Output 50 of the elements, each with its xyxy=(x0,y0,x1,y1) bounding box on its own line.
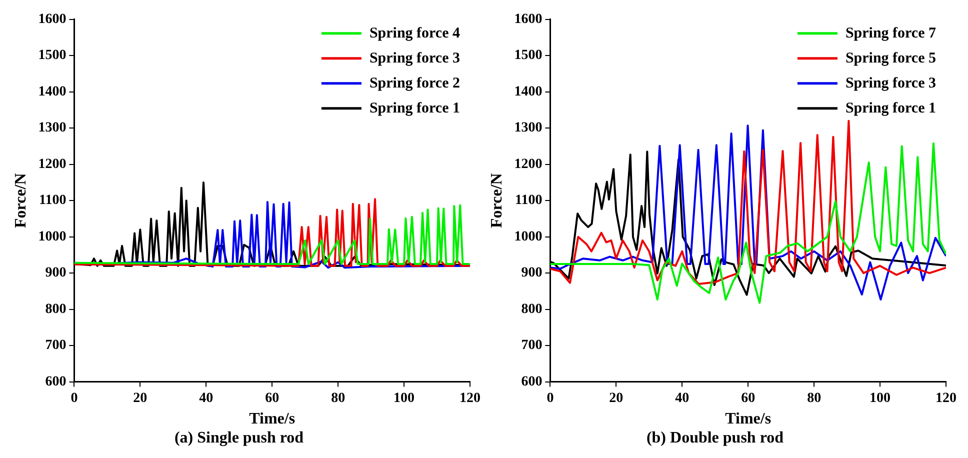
x-tick-label: 40 xyxy=(199,390,214,406)
y-tick-label: 800 xyxy=(45,302,66,317)
legend-label: Spring force 3 xyxy=(845,75,936,92)
x-tick-label: 120 xyxy=(936,390,956,406)
x-tick-label: 80 xyxy=(807,390,822,406)
x-tick-label: 80 xyxy=(331,390,346,406)
y-tick-label: 1400 xyxy=(514,84,542,100)
x-tick-label: 0 xyxy=(546,390,554,406)
y-tick-label: 1100 xyxy=(38,193,66,208)
y-axis-title: Force/N xyxy=(12,172,30,228)
y-tick-label: 800 xyxy=(521,302,542,317)
y-tick-label: 900 xyxy=(521,266,542,281)
legend-label: Spring force 3 xyxy=(369,50,460,66)
y-tick-label: 1300 xyxy=(38,120,66,136)
x-tick-label: 100 xyxy=(870,390,891,406)
legend-label: Spring force 2 xyxy=(369,75,460,92)
y-tick-label: 900 xyxy=(45,266,66,281)
legend-label: Spring force 5 xyxy=(845,50,936,66)
x-tick-label: 60 xyxy=(265,390,280,406)
x-tick-label: 0 xyxy=(70,390,78,406)
legend-label: Spring force 1 xyxy=(369,100,460,116)
x-tick-label: 40 xyxy=(675,390,690,406)
y-tick-label: 1400 xyxy=(38,84,66,100)
y-tick-label: 1300 xyxy=(514,120,542,136)
x-tick-label: 120 xyxy=(460,390,480,406)
y-tick-label: 1200 xyxy=(38,156,66,172)
x-axis-title: Time/s xyxy=(725,410,772,428)
text: (b) Double push rod xyxy=(646,430,784,447)
y-tick-label: 700 xyxy=(521,338,542,354)
y-tick-label: 700 xyxy=(45,338,66,354)
x-tick-label: 60 xyxy=(741,390,756,406)
y-tick-label: 1100 xyxy=(514,193,542,208)
y-tick-label: 1000 xyxy=(514,229,542,244)
y-tick-label: 1000 xyxy=(38,229,66,244)
legend-label: Spring force 7 xyxy=(845,25,936,42)
text: (a) Single push rod xyxy=(174,430,304,447)
y-tick-label: 1600 xyxy=(38,12,66,28)
x-axis-title: Time/s xyxy=(249,410,296,428)
legend-label: Spring force 1 xyxy=(845,100,936,116)
legend-label: Spring force 4 xyxy=(369,25,460,42)
x-tick-label: 20 xyxy=(133,390,148,406)
x-tick-label: 20 xyxy=(609,390,624,406)
y-tick-label: 1600 xyxy=(514,12,542,28)
y-tick-label: 600 xyxy=(521,374,542,390)
y-tick-label: 1500 xyxy=(514,48,542,64)
y-axis-title: Force/N xyxy=(488,172,506,228)
y-tick-label: 600 xyxy=(45,374,66,390)
y-tick-label: 1200 xyxy=(514,156,542,172)
x-tick-label: 100 xyxy=(394,390,415,406)
y-tick-label: 1500 xyxy=(38,48,66,64)
